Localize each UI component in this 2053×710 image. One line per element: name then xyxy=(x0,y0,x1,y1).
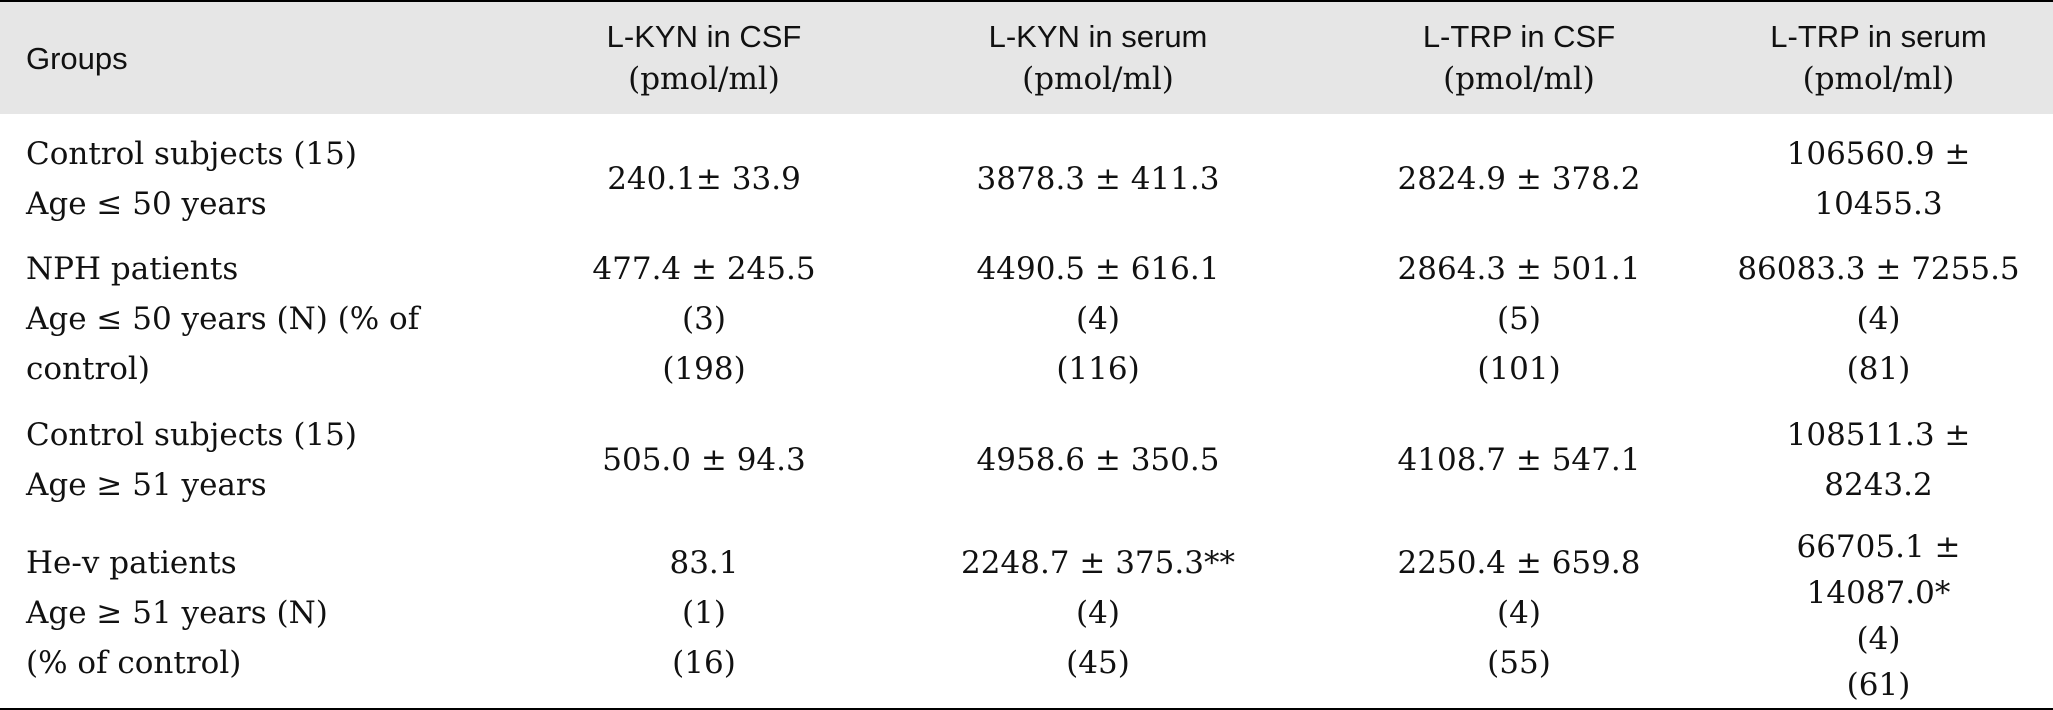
cell-line: 106560.9 ± xyxy=(1786,135,1971,172)
cell-line: 86083.3 ± 7255.5 xyxy=(1737,251,2020,287)
cell-group: NPH patients Age ≤ 50 years (N) (% of co… xyxy=(0,243,546,395)
header-groups-label: Groups xyxy=(26,40,128,76)
table-body: Control subjects (15) Age ≤ 50 years 240… xyxy=(0,114,2053,709)
cell-line: 240.1± 33.9 xyxy=(607,160,801,197)
header-trp-csf: L-TRP in CSF (pmol/ml) xyxy=(1334,1,1704,114)
table-row: NPH patients Age ≤ 50 years (N) (% of co… xyxy=(0,243,2053,395)
cell-trp-csf: 2824.9 ± 378.2 xyxy=(1334,114,1704,243)
table-row: Control subjects (15) Age ≥ 51 years 505… xyxy=(0,395,2053,524)
cell-kyn-csf: 477.4 ± 245.5 (3) (198) xyxy=(546,243,862,395)
cell-line: (198) xyxy=(662,351,746,387)
cell-kyn-csf: 83.1 (1) (16) xyxy=(546,524,862,709)
cell-line: 83.1 xyxy=(669,545,739,581)
cell-line: He-v patients xyxy=(26,545,237,581)
header-trp-serum: L-TRP in serum (pmol/ml) xyxy=(1704,1,2053,114)
cell-line: (45) xyxy=(1066,645,1130,681)
cell-line: 108511.3 ± xyxy=(1786,416,1971,453)
header-row: Groups L-KYN in CSF (pmol/ml) L-KYN in s… xyxy=(0,1,2053,114)
cell-line: Age ≥ 51 years xyxy=(26,466,267,503)
cell-line: Age ≤ 50 years xyxy=(26,185,267,222)
cell-trp-csf: 2250.4 ± 659.8 (4) (55) xyxy=(1334,524,1704,709)
header-trp-serum-unit: (pmol/ml) xyxy=(1802,61,1955,97)
cell-line: 3878.3 ± 411.3 xyxy=(976,160,1220,197)
cell-line: Control subjects (15) xyxy=(26,135,357,172)
cell-line: (4) xyxy=(1076,595,1120,631)
cell-line: 2824.9 ± 378.2 xyxy=(1397,160,1641,197)
cell-kyn-serum: 4490.5 ± 616.1 (4) (116) xyxy=(862,243,1334,395)
cell-group: Control subjects (15) Age ≥ 51 years xyxy=(0,395,546,524)
cell-trp-serum: 106560.9 ± 10455.3 xyxy=(1704,114,2053,243)
cell-line: Age ≥ 51 years (N) xyxy=(26,595,328,631)
cell-line: NPH patients xyxy=(26,251,239,287)
cell-line: (% of control) xyxy=(26,645,242,681)
header-kyn-serum-unit: (pmol/ml) xyxy=(1022,61,1174,97)
cell-kyn-csf: 505.0 ± 94.3 xyxy=(546,395,862,524)
header-trp-csf-unit: (pmol/ml) xyxy=(1443,61,1595,97)
cell-line: (5) xyxy=(1497,301,1541,337)
cell-line: 477.4 ± 245.5 xyxy=(592,251,816,287)
header-kyn-serum: L-KYN in serum (pmol/ml) xyxy=(862,1,1334,114)
cell-group: Control subjects (15) Age ≤ 50 years xyxy=(0,114,546,243)
table-row: He-v patients Age ≥ 51 years (N) (% of c… xyxy=(0,524,2053,709)
cell-line: (116) xyxy=(1056,351,1140,387)
cell-line: 4490.5 ± 616.1 xyxy=(976,251,1220,287)
cell-line: 2248.7 ± 375.3** xyxy=(961,545,1235,581)
cell-trp-csf: 4108.7 ± 547.1 xyxy=(1334,395,1704,524)
table-row: Control subjects (15) Age ≤ 50 years 240… xyxy=(0,114,2053,243)
cell-line: (101) xyxy=(1477,351,1561,387)
table-header: Groups L-KYN in CSF (pmol/ml) L-KYN in s… xyxy=(0,1,2053,114)
cell-line: Control subjects (15) xyxy=(26,416,357,453)
cell-line: 2864.3 ± 501.1 xyxy=(1397,251,1641,287)
header-kyn-csf: L-KYN in CSF (pmol/ml) xyxy=(546,1,862,114)
cell-line: (4) xyxy=(1497,595,1541,631)
cell-trp-csf: 2864.3 ± 501.1 (5) (101) xyxy=(1334,243,1704,395)
cell-line: 505.0 ± 94.3 xyxy=(602,441,806,478)
cell-line: (3) xyxy=(682,301,726,337)
cell-group: He-v patients Age ≥ 51 years (N) (% of c… xyxy=(0,524,546,709)
cell-kyn-csf: 240.1± 33.9 xyxy=(546,114,862,243)
cell-trp-serum: 86083.3 ± 7255.5 (4) (81) xyxy=(1704,243,2053,395)
cell-kyn-serum: 2248.7 ± 375.3** (4) (45) xyxy=(862,524,1334,709)
header-trp-serum-label: L-TRP in serum xyxy=(1770,19,1987,54)
cell-kyn-serum: 4958.6 ± 350.5 xyxy=(862,395,1334,524)
cell-line: (61) xyxy=(1846,667,1911,703)
cell-line: 10455.3 xyxy=(1814,185,1943,222)
cell-line: (16) xyxy=(672,645,736,681)
cell-line: 8243.2 xyxy=(1824,466,1933,503)
cell-line: (4) xyxy=(1856,301,1901,337)
cell-line: 4108.7 ± 547.1 xyxy=(1397,441,1641,478)
cell-kyn-serum: 3878.3 ± 411.3 xyxy=(862,114,1334,243)
cell-trp-serum: 108511.3 ± 8243.2 xyxy=(1704,395,2053,524)
cell-line: (4) xyxy=(1856,621,1901,657)
cell-line: 14087.0* xyxy=(1806,575,1951,611)
header-kyn-serum-label: L-KYN in serum xyxy=(988,19,1208,54)
header-groups: Groups xyxy=(0,1,546,114)
cell-line: (1) xyxy=(682,595,726,631)
cell-line: (81) xyxy=(1846,351,1911,387)
cell-line: (4) xyxy=(1076,301,1120,337)
cell-line: 66705.1 ± xyxy=(1796,529,1961,565)
header-trp-csf-label: L-TRP in CSF xyxy=(1422,19,1616,54)
cell-trp-serum: 66705.1 ± 14087.0* (4) (61) xyxy=(1704,524,2053,709)
header-kyn-csf-unit: (pmol/ml) xyxy=(628,61,780,97)
header-kyn-csf-label: L-KYN in CSF xyxy=(606,19,802,54)
cell-line: Age ≤ 50 years (N) (% of xyxy=(26,301,420,337)
cell-line: 4958.6 ± 350.5 xyxy=(976,441,1220,478)
cell-line: 2250.4 ± 659.8 xyxy=(1397,545,1641,581)
cell-line: control) xyxy=(26,351,150,387)
cell-line: (55) xyxy=(1487,645,1551,681)
